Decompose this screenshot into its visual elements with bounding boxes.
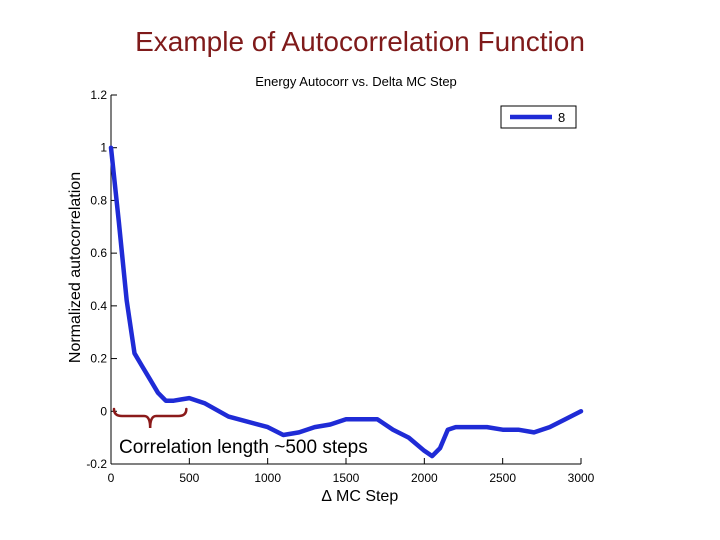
x-tick-label: 0 <box>108 471 115 485</box>
annotation-brace <box>112 407 188 429</box>
plot-title: Energy Autocorr vs. Delta MC Step <box>255 74 457 89</box>
y-tick-label: 0.4 <box>90 299 107 313</box>
y-tick-label: 0 <box>100 404 107 418</box>
x-tick-label: 500 <box>179 471 199 485</box>
y-tick-label: 0.6 <box>90 246 107 260</box>
y-tick-label: 0.8 <box>90 193 107 207</box>
x-axis-label: ∆ MC Step <box>322 488 399 505</box>
x-tick-label: 3000 <box>568 471 595 485</box>
annotation-text: Correlation length ~500 steps <box>119 437 368 458</box>
y-tick-label: 1.2 <box>90 88 107 102</box>
x-tick-label: 2000 <box>411 471 438 485</box>
legend-label: 8 <box>558 110 565 125</box>
x-tick-label: 1000 <box>254 471 281 485</box>
y-axis-label: Normalized autocorrelation <box>67 172 84 363</box>
y-tick-label: 0.2 <box>90 352 107 366</box>
y-tick-label: -0.2 <box>86 457 107 471</box>
series-line <box>108 145 584 459</box>
x-tick-label: 2500 <box>489 471 516 485</box>
slide-title: Example of Autocorrelation Function <box>135 26 585 57</box>
x-tick-label: 1500 <box>333 471 360 485</box>
y-tick-label: 1 <box>100 141 107 155</box>
